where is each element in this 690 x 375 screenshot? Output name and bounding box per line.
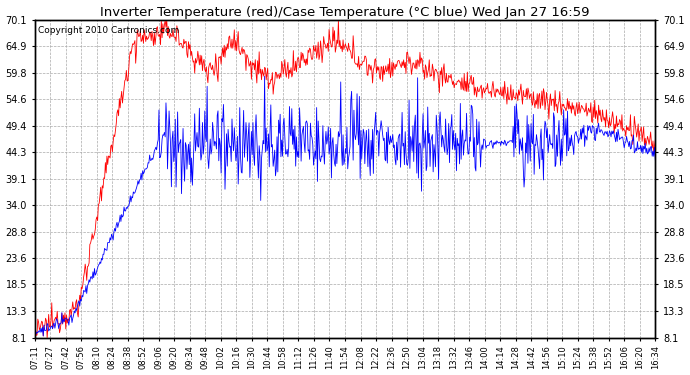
Text: Copyright 2010 Cartronics.com: Copyright 2010 Cartronics.com <box>38 26 179 35</box>
Title: Inverter Temperature (red)/Case Temperature (°C blue) Wed Jan 27 16:59: Inverter Temperature (red)/Case Temperat… <box>100 6 590 18</box>
